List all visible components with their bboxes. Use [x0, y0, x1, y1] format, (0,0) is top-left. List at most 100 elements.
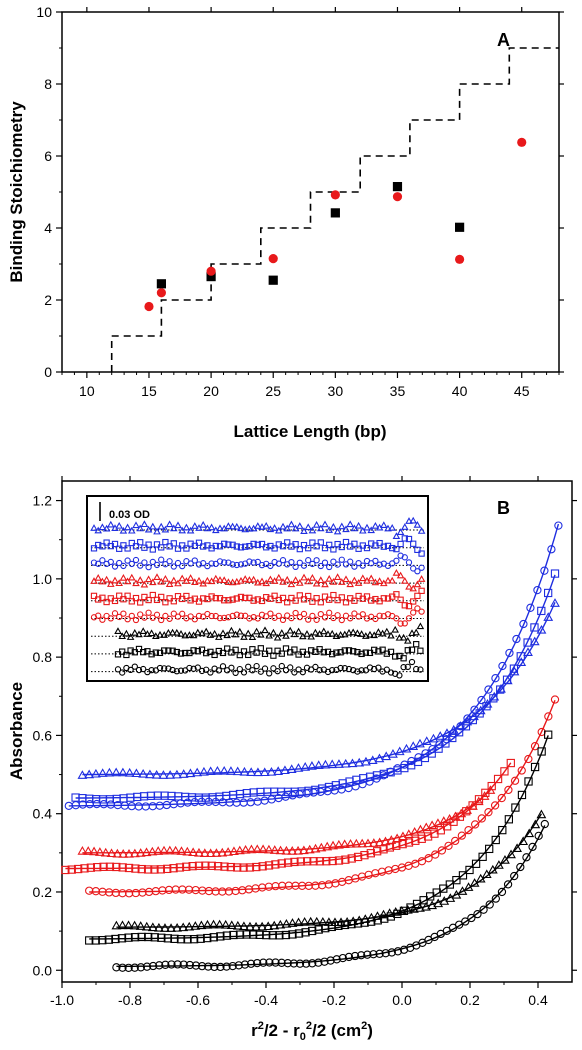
inset-point-square	[392, 653, 399, 660]
b-point-circle	[417, 857, 427, 866]
b-point-square	[163, 934, 173, 943]
inset-point-circle	[296, 559, 303, 566]
inset-point-square	[368, 597, 375, 604]
b-fit-line	[75, 574, 556, 799]
b-point-triangle	[83, 846, 94, 855]
inset-point-square	[119, 648, 126, 655]
b-point-square	[271, 860, 280, 869]
inset-point-triangle	[123, 523, 132, 531]
inset-point-circle	[326, 609, 333, 616]
inset-point-circle	[187, 613, 194, 620]
inset-point-square	[263, 544, 270, 551]
b-point-circle	[357, 951, 366, 960]
inset-point-square	[99, 594, 106, 601]
panel-a-points	[144, 137, 527, 312]
b-point-triangle	[408, 904, 419, 913]
inset-point-triangle	[388, 523, 397, 531]
inset-point-square	[417, 647, 424, 654]
xlabel-part-5: 2	[306, 1020, 312, 1032]
inset-point-triangle	[384, 576, 392, 584]
inset-point-circle	[371, 665, 378, 673]
inset-point-circle	[408, 658, 416, 666]
inset-point-circle	[400, 664, 407, 671]
b-point-square	[189, 935, 199, 944]
b-point-circle	[484, 685, 493, 694]
inset-point-triangle	[161, 525, 170, 533]
b-point-square	[67, 865, 76, 874]
inset-point-square	[229, 541, 236, 548]
inset-point-circle	[253, 662, 260, 670]
inset-point-triangle	[312, 579, 321, 587]
inset-point-square	[140, 649, 147, 656]
b-point-triangle	[196, 920, 207, 930]
b-point-triangle	[348, 916, 359, 926]
b-series-3	[85, 695, 560, 898]
inset-point-circle	[219, 663, 227, 670]
inset-point-square	[237, 544, 245, 551]
inset-point-square	[317, 539, 324, 546]
b-point-circle	[473, 909, 482, 919]
b-point-square	[392, 841, 401, 850]
b-point-square	[288, 930, 297, 939]
inset-point-circle	[257, 668, 264, 675]
b-point-triangle	[384, 908, 395, 917]
b-point-circle	[503, 880, 513, 889]
inset-point-square	[95, 541, 102, 549]
inset-point-square	[124, 592, 131, 599]
inset-point-circle	[145, 609, 152, 616]
inset-point-circle	[376, 561, 383, 568]
inset-point-triangle	[244, 629, 253, 637]
inset-point-square	[292, 597, 299, 604]
b-point-square	[183, 935, 192, 944]
inset-point-triangle	[303, 630, 311, 637]
inset-point-triangle	[203, 524, 212, 532]
inset-point-circle	[263, 613, 270, 620]
a-y-tick-label: 0	[44, 364, 52, 380]
inset-point-triangle	[416, 622, 425, 630]
b-y-tick-label: 0.4	[33, 806, 53, 822]
b-point-square	[341, 855, 350, 864]
b-point-square	[256, 787, 265, 797]
inset-point-triangle	[90, 577, 98, 584]
inset-point-square	[242, 594, 249, 602]
b-point-square	[85, 936, 94, 945]
b-x-tick-label: -0.2	[322, 992, 346, 1008]
inset-point-circle	[414, 605, 421, 612]
b-point-triangle	[138, 768, 149, 778]
a-x-tick-label: 10	[79, 383, 95, 399]
b-point-triangle	[455, 721, 466, 730]
inset-point-triangle	[94, 526, 103, 534]
b-point-square	[309, 857, 318, 866]
inset-point-triangle	[321, 520, 329, 528]
b-point-circle	[484, 808, 493, 817]
inset-point-square	[266, 647, 273, 654]
b-point-circle	[253, 797, 262, 806]
b-point-triangle	[238, 921, 249, 931]
inset-point-square	[397, 596, 404, 603]
inset-point-circle	[401, 620, 408, 627]
inset-point-triangle	[136, 524, 145, 532]
b-point-circle	[431, 850, 440, 859]
b-point-square	[398, 839, 407, 849]
inset-point-square	[249, 646, 256, 653]
inset-point-square	[270, 652, 277, 659]
inset-point-square	[338, 594, 345, 601]
b-point-square	[366, 849, 375, 858]
a-point-square	[156, 279, 166, 289]
b-point-square	[315, 857, 325, 866]
inset-point-triangle	[367, 526, 376, 534]
b-fit-line	[89, 735, 549, 940]
a-y-tick-label: 4	[44, 220, 52, 236]
inset-point-triangle	[277, 629, 286, 636]
b-point-triangle	[258, 844, 268, 854]
inset-point-circle	[107, 615, 114, 622]
inset-point-square	[305, 545, 312, 552]
inset-point-circle	[177, 667, 185, 674]
inset-point-triangle	[182, 523, 191, 531]
b-point-square	[112, 862, 121, 872]
b-point-triangle	[147, 922, 158, 932]
b-point-triangle	[159, 845, 169, 855]
b-point-triangle	[381, 751, 392, 761]
inset-row-5	[90, 605, 425, 627]
b-point-triangle	[311, 916, 322, 926]
